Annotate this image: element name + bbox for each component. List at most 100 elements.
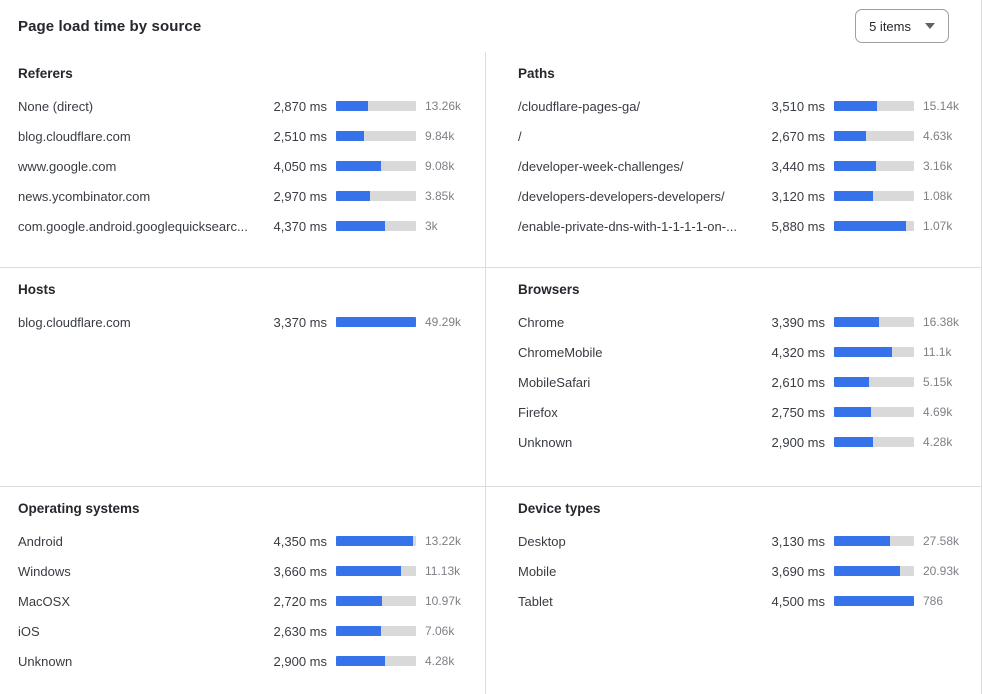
row-ms-value: 3,370 ms [273,314,327,330]
row-count: 4.69k [923,405,953,419]
row-ms-value: 3,130 ms [771,533,825,549]
row-label: /enable-private-dns-with-1-1-1-1-on-... [518,218,737,234]
row-label: www.google.com [18,158,117,174]
row-label: iOS [18,623,40,639]
items-count-select[interactable]: 5 items [855,9,949,43]
metric-row[interactable]: Unknown 2,900 ms 4.28k [518,427,967,457]
panels-grid: Referers None (direct) 2,870 ms 13.26k blog… [0,52,981,694]
row-ms-value: 2,750 ms [771,404,825,420]
metric-row[interactable]: Android 4,350 ms 13.22k [18,526,469,556]
row-bar-fill [336,191,370,201]
metric-row[interactable]: /enable-private-dns-with-1-1-1-1-on-... 5… [518,211,967,241]
panel-title: Browsers [518,282,580,297]
row-bar [834,101,914,111]
row-bar [336,221,416,231]
row-label: Android [18,533,63,549]
metric-row[interactable]: MobileSafari 2,610 ms 5.15k [518,367,967,397]
row-count: 15.14k [923,99,960,113]
row-ms-value: 3,120 ms [771,188,825,204]
panel-referers: Referers None (direct) 2,870 ms 13.26k blog… [0,52,486,267]
metric-row[interactable]: Chrome 3,390 ms 16.38k [518,307,967,337]
metric-row[interactable]: ChromeMobile 4,320 ms 11.1k [518,337,967,367]
row-count: 3k [425,219,438,233]
metric-row[interactable]: /cloudflare-pages-ga/3,510 ms 15.14k [518,91,967,121]
row-label: com.google.android.googlequicksearc... [18,218,248,234]
metric-row[interactable]: MacOSX 2,720 ms 10.97k [18,586,469,616]
row-count: 10.97k [425,594,462,608]
row-bar-fill [336,131,365,141]
metric-row[interactable]: Tablet 4,500 ms 786 [518,586,967,616]
page-title: Page load time by source [18,17,202,35]
metric-row[interactable]: / 2,670 ms 4.63k [518,121,967,151]
row-count: 9.08k [425,159,455,173]
metric-row[interactable]: blog.cloudflare.com 2,510 ms 9.84k [18,121,469,151]
row-bar-fill [336,317,416,327]
row-bar-fill [834,566,900,576]
panel-title: Hosts [18,282,56,297]
metric-row[interactable]: iOS 2,630 ms 7.06k [18,616,469,646]
caret-down-icon [925,23,935,29]
metric-row[interactable]: Windows 3,660 ms 11.13k [18,556,469,586]
row-label: Firefox [518,404,558,420]
row-bar-fill [834,131,867,141]
row-ms-value: 3,510 ms [771,98,825,114]
row-label: blog.cloudflare.com [18,128,131,144]
row-count: 4.28k [923,435,953,449]
row-bar [336,566,416,576]
widget-header: Page load time by source 5 items [0,0,981,52]
metric-row[interactable]: com.google.android.googlequicksearc... 4,… [18,211,469,241]
row-bar-fill [834,101,878,111]
panel-rows: /cloudflare-pages-ga/3,510 ms 15.14k / 2,67… [518,91,967,241]
row-bar [834,596,914,606]
row-label: /developer-week-challenges/ [518,158,684,174]
row-count: 1.07k [923,219,953,233]
metric-row[interactable]: Firefox 2,750 ms 4.69k [518,397,967,427]
row-ms-value: 2,670 ms [771,128,825,144]
row-ms-value: 2,510 ms [273,128,327,144]
metric-row[interactable]: /developer-week-challenges/3,440 ms 3.16k [518,151,967,181]
metric-row[interactable]: www.google.com 4,050 ms 9.08k [18,151,469,181]
row-ms-value: 4,500 ms [771,593,825,609]
row-ms-value: 3,440 ms [771,158,825,174]
row-ms-value: 2,900 ms [771,434,825,450]
row-count: 3.16k [923,159,953,173]
row-bar [834,221,914,231]
metric-row[interactable]: Unknown 2,900 ms 4.28k [18,646,469,676]
row-label: news.ycombinator.com [18,188,151,204]
panel-title: Device types [518,501,601,516]
row-count: 9.84k [425,129,455,143]
metric-row[interactable]: /developers-developers-developers/3,120 … [518,181,967,211]
panel-paths: Paths /cloudflare-pages-ga/3,510 ms 15.14… [486,52,981,267]
panel-browsers: Browsers Chrome 3,390 ms 16.38k ChromeMobil… [486,267,981,486]
row-bar [336,596,416,606]
row-count: 4.63k [923,129,953,143]
row-label: MacOSX [18,593,71,609]
row-count: 3.85k [425,189,455,203]
row-label: /developers-developers-developers/ [518,188,725,204]
row-bar-fill [834,437,873,447]
row-bar-fill [336,161,382,171]
metric-row[interactable]: Desktop 3,130 ms 27.58k [518,526,967,556]
row-ms-value: 3,390 ms [771,314,825,330]
row-label: ChromeMobile [518,344,603,360]
metric-row[interactable]: None (direct) 2,870 ms 13.26k [18,91,469,121]
row-count: 13.26k [425,99,462,113]
metric-row[interactable]: blog.cloudflare.com 3,370 ms 49.29k [18,307,469,337]
row-bar [336,101,416,111]
metric-row[interactable]: news.ycombinator.com 2,970 ms 3.85k [18,181,469,211]
panel-title: Paths [518,66,555,81]
row-ms-value: 2,870 ms [273,98,327,114]
panel-title: Operating systems [18,501,140,516]
row-bar-fill [834,161,877,171]
row-bar [336,161,416,171]
row-label: MobileSafari [518,374,591,390]
row-ms-value: 4,370 ms [273,218,327,234]
row-bar [834,131,914,141]
row-ms-value: 4,350 ms [273,533,327,549]
row-bar-fill [834,536,890,546]
row-ms-value: 3,690 ms [771,563,825,579]
row-bar [336,131,416,141]
row-ms-value: 4,320 ms [771,344,825,360]
row-label: Desktop [518,533,566,549]
metric-row[interactable]: Mobile 3,690 ms 20.93k [518,556,967,586]
